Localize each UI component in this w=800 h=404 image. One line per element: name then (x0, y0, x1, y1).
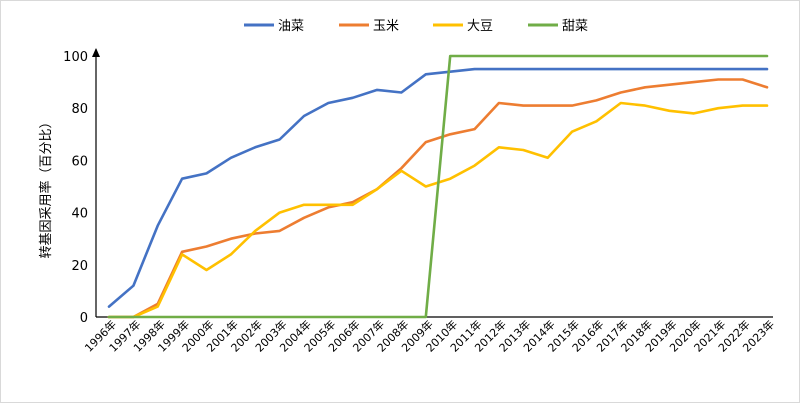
legend-label: 甜菜 (562, 18, 588, 34)
legend-label: 大豆 (467, 19, 493, 34)
legend-label: 油菜 (278, 19, 304, 34)
legend-item: 大豆 (433, 19, 493, 34)
y-tick-label: 40 (71, 207, 88, 222)
plot-area (107, 54, 769, 319)
y-axis: 0 20 40 60 80 100 (63, 48, 100, 326)
x-axis: 1996年1997年1998年1999年2000年2001年2002年2003年… (82, 316, 777, 355)
series-line (107, 67, 769, 308)
y-tick-label: 100 (63, 50, 88, 65)
y-tick-label: 0 (80, 311, 88, 326)
legend-item: 玉米 (339, 19, 399, 34)
legend-item: 甜菜 (528, 18, 588, 34)
legend-label: 玉米 (373, 19, 399, 34)
y-tick-label: 60 (71, 154, 88, 169)
series-line (107, 101, 769, 319)
y-tick-label: 80 (71, 102, 88, 117)
series-line (107, 54, 769, 319)
legend: 油菜 玉米 大豆 甜菜 (244, 18, 588, 34)
legend-item: 油菜 (244, 19, 304, 34)
series-line (107, 78, 769, 319)
y-axis-arrow (92, 48, 100, 57)
y-tick-label: 20 (71, 259, 88, 274)
y-axis-label: 转基因采用率（百分比） (38, 115, 54, 258)
